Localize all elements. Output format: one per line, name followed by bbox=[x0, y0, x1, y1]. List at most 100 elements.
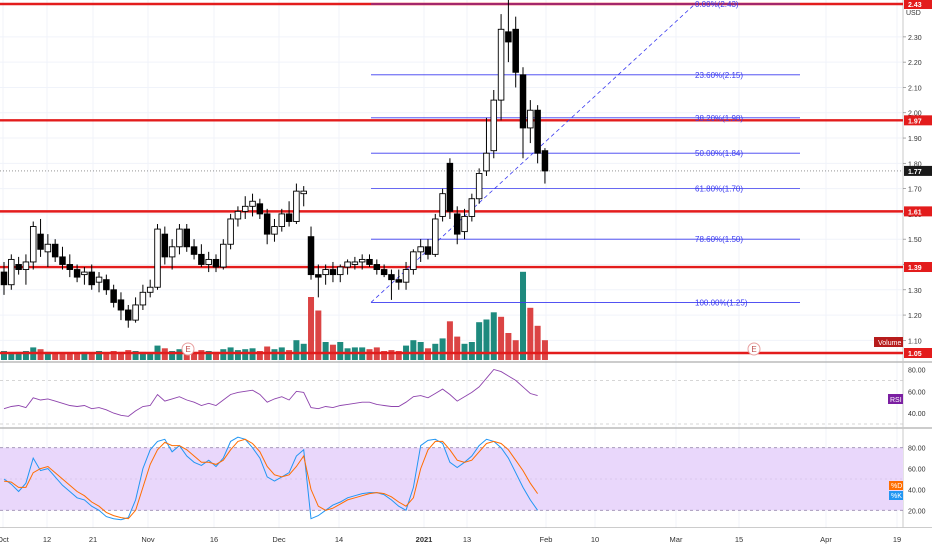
volume-bar bbox=[1, 351, 7, 360]
candlestick bbox=[176, 224, 183, 255]
fib-level-label: 78.60%(1.50) bbox=[695, 235, 743, 244]
time-tick-label: Oct bbox=[0, 535, 10, 544]
volume-bar bbox=[541, 340, 548, 360]
volume-bar bbox=[117, 351, 124, 360]
rsi-tick-label: 80.00 bbox=[908, 367, 926, 374]
candle-body-down bbox=[285, 213, 293, 222]
candle-body-up bbox=[44, 243, 52, 253]
candlestick bbox=[446, 158, 454, 219]
level-price-tag-bg bbox=[904, 115, 932, 126]
time-tick-label: 21 bbox=[89, 535, 97, 544]
candlestick bbox=[44, 234, 52, 268]
candlestick bbox=[168, 239, 176, 270]
candlestick bbox=[541, 148, 549, 184]
rsi-label: RSI bbox=[888, 394, 903, 404]
volume-bar bbox=[534, 325, 541, 360]
candlestick bbox=[432, 213, 439, 257]
candlestick bbox=[278, 208, 286, 232]
candle-body-down bbox=[183, 228, 190, 248]
candlestick bbox=[424, 239, 432, 260]
last-price-tag-bg bbox=[904, 165, 932, 176]
candlestick bbox=[8, 254, 15, 290]
volume-bar bbox=[66, 352, 73, 360]
candle-body-up bbox=[146, 286, 154, 293]
candle-body-down bbox=[512, 28, 519, 73]
volume-bar bbox=[205, 351, 212, 360]
time-axis: Oct 12 21 Nov 16 Dec 14 2021 13 Feb 10 Mar 15 Apr 19 bbox=[0, 528, 932, 550]
candle-body-down bbox=[103, 279, 110, 291]
candlestick bbox=[88, 264, 95, 290]
candle-body-down bbox=[59, 256, 66, 265]
rsi-label-text: RSI bbox=[890, 397, 902, 404]
candlestick bbox=[117, 292, 125, 321]
stochastic-panel: %D %K bbox=[0, 436, 903, 521]
earnings-marker[interactable]: E bbox=[747, 342, 761, 356]
candlestick bbox=[29, 221, 37, 270]
volume-bar bbox=[439, 338, 446, 360]
candle-body-up bbox=[241, 205, 249, 212]
candlestick bbox=[475, 168, 483, 204]
candlestick bbox=[512, 16, 519, 88]
stoch-tick-label: 60.00 bbox=[908, 467, 926, 474]
candlestick bbox=[37, 218, 44, 257]
candlestick bbox=[307, 226, 315, 280]
candlestick bbox=[358, 254, 366, 270]
volume-bar bbox=[139, 351, 146, 360]
candlestick bbox=[73, 264, 81, 283]
candlestick bbox=[249, 193, 256, 217]
candlestick bbox=[263, 208, 271, 245]
candle-body-down bbox=[37, 233, 44, 250]
candle-body-up bbox=[351, 261, 359, 265]
candle-body-down bbox=[534, 109, 541, 154]
candlestick bbox=[315, 264, 322, 298]
candle-body-down bbox=[15, 264, 22, 270]
price-tick-label: 1.20 bbox=[908, 313, 922, 320]
candle-body-down bbox=[0, 271, 8, 286]
volume-bar bbox=[315, 310, 322, 360]
time-tick-label: 16 bbox=[210, 535, 218, 544]
candlestick bbox=[227, 213, 234, 250]
candlestick bbox=[220, 239, 227, 270]
candlestick bbox=[234, 206, 242, 227]
candlestick bbox=[51, 239, 59, 262]
candle-body-down bbox=[424, 246, 432, 255]
candlestick bbox=[132, 297, 139, 323]
currency-label: USD bbox=[906, 10, 921, 17]
level-price-tag-bg bbox=[904, 262, 932, 273]
candle-body-up bbox=[402, 269, 410, 283]
candlestick bbox=[490, 89, 498, 159]
candlestick bbox=[285, 201, 293, 227]
candle-body-up bbox=[8, 258, 15, 286]
rsi-tick-label: 40.00 bbox=[908, 411, 926, 418]
volume-bar bbox=[337, 342, 344, 360]
candle-body-up bbox=[468, 198, 476, 217]
stoch-tick-label: 40.00 bbox=[908, 487, 926, 494]
candlestick bbox=[212, 254, 220, 273]
candle-body-up bbox=[300, 190, 307, 195]
candlestick bbox=[95, 272, 103, 293]
candlestick bbox=[205, 251, 212, 273]
candlestick bbox=[410, 249, 417, 275]
level-price-tag: 1.61 bbox=[904, 206, 932, 217]
candle-body-up bbox=[168, 246, 176, 258]
stoch-k-label: %K bbox=[889, 491, 903, 500]
candle-body-down bbox=[263, 213, 271, 235]
volume-bar bbox=[366, 349, 373, 360]
volume-bar bbox=[88, 352, 95, 360]
candlestick bbox=[534, 105, 541, 164]
level-price-tag: 2.43 bbox=[904, 0, 932, 9]
candlestick bbox=[402, 261, 410, 290]
volume-label: Volume bbox=[874, 337, 903, 347]
earnings-marker[interactable]: E bbox=[181, 342, 195, 356]
rsi-line bbox=[3, 368, 538, 417]
stoch-k-label-bg bbox=[889, 491, 903, 500]
price-tick-label: 2.30 bbox=[908, 35, 922, 42]
volume-bar bbox=[293, 340, 300, 360]
time-tick-label: Dec bbox=[272, 535, 286, 544]
volume-bar bbox=[147, 352, 154, 360]
candle-body-down bbox=[388, 274, 395, 281]
level-price-tag: 1.05 bbox=[904, 348, 932, 358]
level-price-tag-bg bbox=[904, 0, 932, 9]
candlestick bbox=[497, 14, 505, 121]
candlestick bbox=[439, 188, 446, 222]
